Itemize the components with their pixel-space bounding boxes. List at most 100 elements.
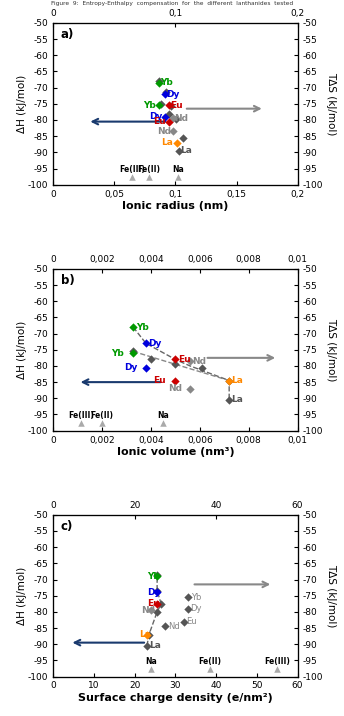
Point bbox=[168, 101, 173, 112]
Y-axis label: TΔS (kJ/mol): TΔS (kJ/mol) bbox=[326, 564, 336, 627]
Point bbox=[185, 603, 191, 614]
Point bbox=[157, 75, 162, 87]
Point bbox=[157, 100, 162, 111]
Text: Nd: Nd bbox=[158, 127, 172, 136]
Point bbox=[275, 663, 280, 674]
Point bbox=[181, 132, 186, 143]
Point bbox=[130, 321, 136, 333]
Text: Fe(III): Fe(III) bbox=[264, 657, 290, 666]
Point bbox=[157, 77, 162, 89]
Point bbox=[143, 362, 149, 373]
Point bbox=[226, 374, 232, 386]
Text: Nd: Nd bbox=[141, 606, 155, 615]
Point bbox=[78, 417, 84, 428]
Y-axis label: ΔH (kJ/mol): ΔH (kJ/mol) bbox=[17, 566, 26, 625]
Point bbox=[162, 88, 168, 100]
Point bbox=[175, 171, 181, 183]
Point bbox=[129, 171, 135, 183]
Text: Dy: Dy bbox=[191, 604, 202, 613]
Text: Yb: Yb bbox=[191, 593, 201, 602]
Point bbox=[130, 347, 136, 359]
X-axis label: Ionic volume (nm³): Ionic volume (nm³) bbox=[117, 448, 234, 458]
Text: La: La bbox=[161, 138, 173, 147]
Point bbox=[148, 604, 154, 616]
Point bbox=[163, 87, 169, 98]
Text: Yb: Yb bbox=[147, 572, 160, 581]
Point bbox=[154, 598, 160, 609]
Point bbox=[187, 355, 193, 367]
Point bbox=[181, 616, 186, 627]
Point bbox=[173, 374, 178, 386]
Text: Yb: Yb bbox=[143, 101, 156, 110]
Point bbox=[185, 591, 191, 603]
Point bbox=[207, 663, 213, 674]
Point bbox=[176, 145, 182, 157]
Text: Eu: Eu bbox=[153, 376, 166, 385]
Text: Dy: Dy bbox=[124, 363, 137, 372]
Text: Yb: Yb bbox=[161, 78, 173, 87]
Point bbox=[171, 125, 176, 137]
Text: Fe(II): Fe(II) bbox=[90, 411, 114, 420]
Point bbox=[187, 383, 193, 395]
Text: Fe(II): Fe(II) bbox=[137, 165, 160, 174]
Point bbox=[154, 586, 160, 598]
Point bbox=[173, 114, 179, 125]
Text: La: La bbox=[232, 395, 244, 405]
Point bbox=[166, 100, 172, 111]
Text: Na: Na bbox=[172, 165, 184, 174]
Point bbox=[148, 663, 154, 674]
X-axis label: Surface charge density (e/nm²): Surface charge density (e/nm²) bbox=[78, 693, 273, 703]
Point bbox=[160, 417, 166, 428]
Point bbox=[173, 354, 178, 365]
Point bbox=[99, 417, 105, 428]
Point bbox=[146, 171, 151, 183]
Point bbox=[226, 395, 232, 406]
Text: Nd: Nd bbox=[193, 357, 206, 366]
Text: La: La bbox=[149, 642, 161, 650]
Text: Dy: Dy bbox=[147, 588, 160, 597]
Point bbox=[200, 362, 205, 373]
Point bbox=[146, 629, 152, 640]
Text: a): a) bbox=[61, 28, 74, 41]
Text: Yb: Yb bbox=[136, 323, 148, 332]
Point bbox=[144, 629, 150, 640]
Text: La: La bbox=[181, 146, 192, 155]
Point bbox=[162, 111, 168, 122]
Text: c): c) bbox=[61, 520, 73, 533]
Point bbox=[173, 359, 178, 370]
Point bbox=[166, 116, 172, 127]
Text: Fe(III): Fe(III) bbox=[119, 165, 145, 174]
Text: La: La bbox=[139, 630, 151, 639]
Point bbox=[154, 606, 160, 618]
Y-axis label: ΔH (kJ/mol): ΔH (kJ/mol) bbox=[17, 74, 26, 133]
Text: Nd: Nd bbox=[168, 622, 180, 631]
Point bbox=[154, 585, 160, 596]
X-axis label: Ionic radius (nm): Ionic radius (nm) bbox=[122, 201, 229, 211]
Text: Dy: Dy bbox=[148, 339, 162, 348]
Text: Yb: Yb bbox=[111, 349, 124, 357]
Text: b): b) bbox=[61, 274, 74, 286]
Y-axis label: TΔS (kJ/mol): TΔS (kJ/mol) bbox=[326, 72, 336, 135]
Y-axis label: TΔS (kJ/mol): TΔS (kJ/mol) bbox=[326, 318, 336, 382]
Text: La: La bbox=[232, 376, 244, 385]
Text: Dy: Dy bbox=[166, 90, 179, 99]
Point bbox=[162, 621, 168, 632]
Text: Fe(II): Fe(II) bbox=[198, 657, 222, 666]
Point bbox=[143, 337, 149, 349]
Point bbox=[166, 108, 171, 120]
Text: Eu: Eu bbox=[170, 101, 183, 110]
Text: Dy: Dy bbox=[149, 112, 162, 121]
Text: Eu: Eu bbox=[178, 355, 191, 364]
Text: Na: Na bbox=[157, 411, 169, 420]
Point bbox=[130, 346, 136, 357]
Point bbox=[226, 374, 232, 386]
Text: Fe(III): Fe(III) bbox=[68, 411, 94, 420]
Point bbox=[154, 569, 160, 581]
Text: Nd: Nd bbox=[175, 114, 189, 123]
Point bbox=[154, 571, 160, 582]
Point bbox=[144, 640, 150, 652]
Point bbox=[158, 98, 163, 110]
Y-axis label: ΔH (kJ/mol): ΔH (kJ/mol) bbox=[17, 321, 26, 379]
Text: Eu: Eu bbox=[153, 117, 166, 126]
Text: Eu: Eu bbox=[147, 599, 160, 609]
